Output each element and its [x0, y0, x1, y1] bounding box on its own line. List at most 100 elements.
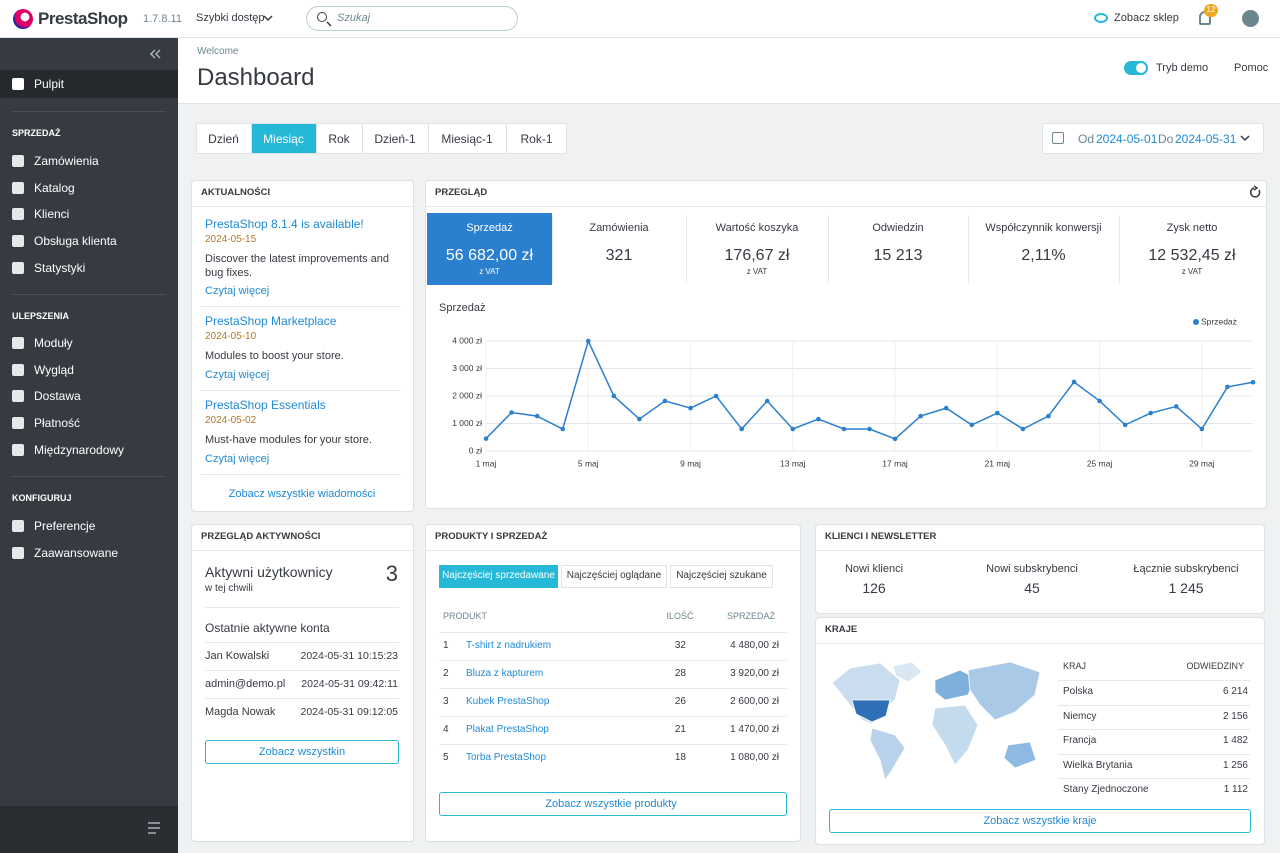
- search-box[interactable]: [306, 6, 518, 31]
- kpi-separator: [552, 215, 553, 283]
- date-range[interactable]: [1042, 123, 1264, 154]
- period-label[interactable]: Rok: [328, 132, 350, 146]
- customers-card: [815, 524, 1265, 614]
- product-tab-label[interactable]: Najczęściej oglądane: [566, 570, 662, 581]
- logo-icon: [13, 9, 33, 29]
- kpi-value: 12 532,45 zł: [1148, 247, 1236, 264]
- user-icon[interactable]: [1242, 10, 1259, 27]
- product-name[interactable]: Bluza z kapturem: [466, 668, 544, 679]
- period-label[interactable]: Dzień: [208, 132, 239, 146]
- nav-item[interactable]: Płatność: [34, 416, 81, 431]
- product-name[interactable]: T-shirt z nadrukiem: [466, 640, 552, 651]
- kpi-label[interactable]: Odwiedzin: [872, 222, 924, 234]
- button[interactable]: [829, 809, 1251, 833]
- product-tab[interactable]: [670, 565, 773, 588]
- account-time: 2024-05-31 10:15:23: [300, 650, 399, 662]
- button-label[interactable]: Zobacz wszystkie produkty: [545, 798, 677, 810]
- view-shop[interactable]: Zobacz sklep: [1114, 12, 1179, 24]
- news-title[interactable]: PrestaShop Marketplace: [205, 314, 337, 328]
- nav-item[interactable]: Katalog: [34, 180, 75, 195]
- product-sales: 1 080,00 zł: [730, 752, 779, 763]
- nav-icon: [12, 363, 24, 376]
- period-label[interactable]: Miesiąc: [263, 132, 304, 146]
- button[interactable]: [205, 740, 399, 764]
- kpi-label[interactable]: Zamówienia: [589, 222, 649, 234]
- nav-item[interactable]: Zaawansowane: [34, 545, 119, 560]
- kpi-label[interactable]: Sprzedaż: [466, 222, 513, 234]
- period-tab[interactable]: [362, 123, 429, 154]
- product-qty: 32: [674, 640, 686, 651]
- news-link[interactable]: Czytaj więcej: [205, 285, 270, 297]
- nav-section-title: ULEPSZENIA: [12, 311, 70, 321]
- news-title[interactable]: PrestaShop 8.1.4 is available!: [205, 217, 364, 231]
- product-name[interactable]: Kubek PrestaShop: [466, 696, 550, 707]
- nav-item[interactable]: Klienci: [34, 207, 70, 222]
- period-tab[interactable]: [316, 123, 363, 154]
- nav-item[interactable]: Dostawa: [34, 389, 81, 404]
- sidebar-separator: [12, 476, 166, 477]
- card-title: AKTUALNOŚCI: [201, 187, 271, 198]
- nav-item[interactable]: Preferencje: [34, 519, 96, 533]
- kpi-label[interactable]: Zysk netto: [1166, 222, 1218, 234]
- nav-item[interactable]: Wygląd: [34, 362, 74, 377]
- product-tab[interactable]: [439, 565, 558, 588]
- row-separator: [1058, 754, 1250, 755]
- kpi-separator: [828, 215, 829, 283]
- card-title: PRODUKTY I SPRZEDAŻ: [435, 531, 548, 542]
- nav-item-active[interactable]: Pulpit: [34, 77, 65, 91]
- news-link[interactable]: Czytaj więcej: [205, 369, 270, 381]
- page-title: Dashboard: [197, 64, 315, 91]
- period-tab[interactable]: [196, 123, 252, 154]
- period-tab[interactable]: [506, 123, 567, 154]
- activity-separator: [205, 607, 399, 608]
- kpi-label[interactable]: Wartość koszyka: [715, 222, 799, 234]
- kpi-label[interactable]: Współczynnik konwersji: [985, 222, 1102, 234]
- kpi-value: 176,67 zł: [724, 247, 790, 264]
- active-count: 3: [385, 561, 398, 586]
- account-time: 2024-05-31 09:12:05: [300, 706, 399, 718]
- sidebar-separator: [12, 294, 166, 295]
- product-tab-label[interactable]: Najczęściej szukane: [676, 570, 767, 581]
- button[interactable]: [439, 792, 787, 816]
- nav-item[interactable]: Obsługa klienta: [34, 234, 117, 249]
- product-sales: 2 600,00 zł: [730, 696, 779, 707]
- button-label[interactable]: Zobacz wszystkie kraje: [983, 815, 1097, 827]
- help[interactable]: Pomoc: [1234, 62, 1269, 74]
- card-header-line: [191, 550, 414, 551]
- stat-label: Nowi klienci: [844, 563, 904, 575]
- row-separator: [439, 744, 787, 745]
- product-name[interactable]: Torba PrestaShop: [466, 752, 547, 763]
- nav-icon: [12, 181, 24, 194]
- product-qty: 21: [674, 724, 686, 735]
- period-label[interactable]: Dzień-1: [374, 132, 416, 146]
- period-tab[interactable]: [428, 123, 507, 154]
- product-tab[interactable]: [561, 565, 667, 588]
- period-tab[interactable]: [251, 123, 317, 154]
- nav-item[interactable]: Zamówienia: [34, 154, 99, 168]
- nav-icon: [12, 390, 24, 403]
- news-date: 2024-05-15: [205, 234, 257, 245]
- date-from: 2024-05-01: [1096, 132, 1158, 146]
- column-header: ILOŚĆ: [666, 611, 694, 621]
- news-footer[interactable]: Zobacz wszystkie wiadomości: [228, 488, 376, 500]
- row-separator: [439, 716, 787, 717]
- period-label[interactable]: Rok-1: [520, 132, 553, 146]
- country-visits: 1 256: [1222, 760, 1248, 771]
- date-to: 2024-05-31: [1175, 132, 1237, 146]
- product-name[interactable]: Plakat PrestaShop: [466, 724, 549, 735]
- nav-item[interactable]: Międzynarodowy: [34, 442, 125, 457]
- quick-access[interactable]: Szybki dostęp: [196, 12, 265, 24]
- news-link[interactable]: Czytaj więcej: [205, 453, 270, 465]
- product-qty: 28: [674, 668, 686, 679]
- account-name: Jan Kowalski: [205, 650, 270, 662]
- card-title: KLIENCI I NEWSLETTER: [825, 531, 937, 542]
- button-label[interactable]: Zobacz wszystkin: [258, 746, 346, 758]
- nav-item[interactable]: Moduły: [34, 336, 73, 350]
- top-bar: [0, 0, 1280, 38]
- nav-item[interactable]: Statystyki: [34, 260, 86, 275]
- kpi-note: z VAT: [746, 267, 768, 276]
- period-label[interactable]: Miesiąc-1: [441, 132, 493, 146]
- product-tab-label[interactable]: Najczęściej sprzedawane: [442, 570, 555, 581]
- news-title[interactable]: PrestaShop Essentials: [205, 398, 326, 412]
